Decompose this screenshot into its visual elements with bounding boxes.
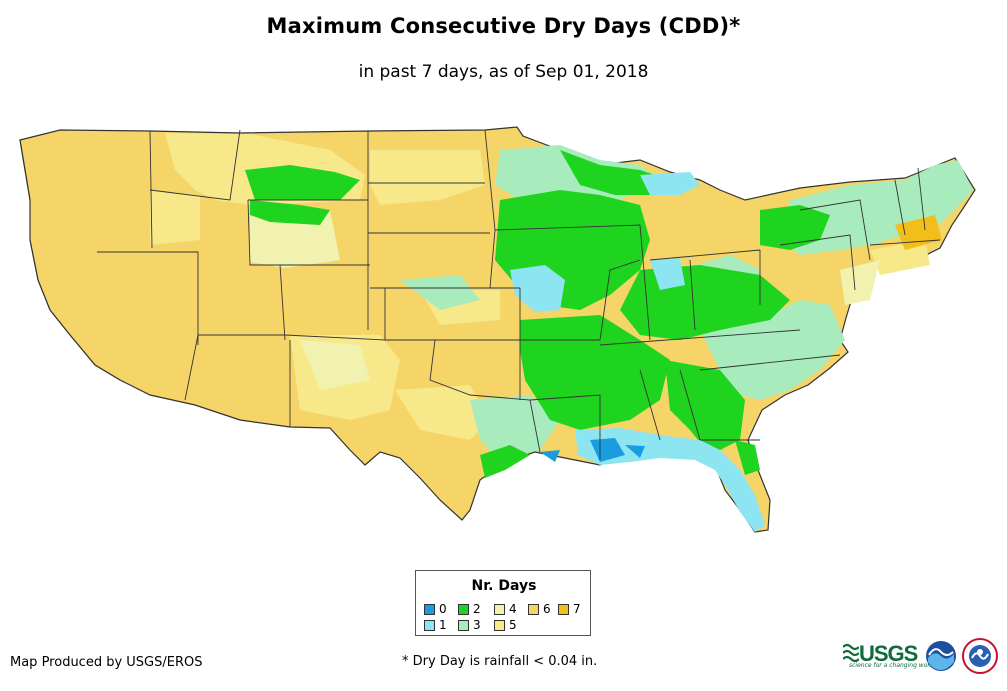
cdd-map <box>19 126 976 533</box>
map-title: Maximum Consecutive Dry Days (CDD)* <box>266 14 741 38</box>
usgs-logo-text: USGS <box>859 641 918 666</box>
legend-swatch-6 <box>528 604 539 615</box>
usgs-wave-icon <box>843 643 859 663</box>
legend: Nr. Days 0 1 2 3 4 5 6 7 <box>415 570 591 636</box>
legend-label-0: 0 <box>439 602 447 616</box>
dry-day-footnote: * Dry Day is rainfall < 0.04 in. <box>402 654 598 669</box>
legend-swatch-4 <box>494 604 505 615</box>
legend-label-2: 2 <box>473 602 481 616</box>
legend-swatch-0 <box>424 604 435 615</box>
legend-label-4: 4 <box>509 602 517 616</box>
cdd-0-day-areas <box>540 438 645 462</box>
legend-label-7: 7 <box>573 602 581 616</box>
cdd-2-day-areas <box>245 150 830 478</box>
legend-label-3: 3 <box>473 618 481 632</box>
legend-swatch-3 <box>458 620 469 631</box>
cdd-7-day-areas <box>895 215 942 250</box>
state-borders <box>97 129 941 460</box>
usgs-logo: USGS science for a changing world <box>843 640 935 670</box>
legend-label-6: 6 <box>543 602 551 616</box>
noaa-logo-icon <box>926 641 956 671</box>
legend-title: Nr. Days <box>471 578 537 594</box>
legend-swatch-5 <box>494 620 505 631</box>
legend-swatch-7 <box>558 604 569 615</box>
coastline <box>19 139 121 381</box>
map-subtitle: in past 7 days, as of Sep 01, 2018 <box>358 62 649 82</box>
nws-logo-icon <box>962 638 998 674</box>
legend-label-1: 1 <box>439 618 447 632</box>
legend-swatch-2 <box>458 604 469 615</box>
legend-swatch-1 <box>424 620 435 631</box>
legend-label-5: 5 <box>509 618 517 632</box>
usgs-tagline: science for a changing world <box>849 662 936 669</box>
map-credit: Map Produced by USGS/EROS <box>10 655 203 670</box>
